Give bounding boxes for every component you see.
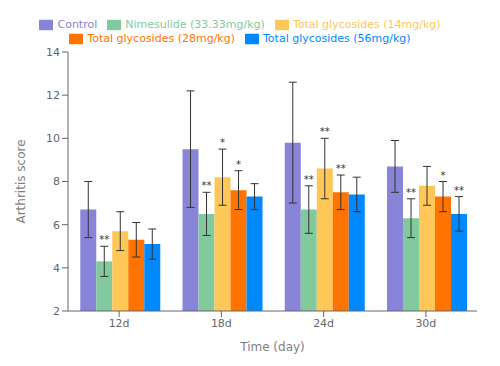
svg-text:12d: 12d [109,317,130,330]
svg-text:2: 2 [53,305,60,318]
svg-text:**: ** [336,163,346,174]
svg-text:30d: 30d [415,317,436,330]
svg-text:14: 14 [46,46,60,59]
svg-text:6: 6 [53,219,60,232]
svg-text:*: * [236,159,241,170]
html-text:Nimesulide (33.33mg/kg): Nimesulide (33.33mg/kg) [125,18,265,31]
svg-text:24d: 24d [313,317,334,330]
svg-text:12: 12 [46,89,60,102]
svg-text:**: ** [304,174,314,185]
html-text:Total glycosides (28mg/kg): Total glycosides (28mg/kg) [87,32,235,45]
svg-text:18d: 18d [211,317,232,330]
svg-text:**: ** [99,234,109,245]
svg-text:**: ** [454,185,464,196]
svg-text:**: ** [320,126,330,137]
html-text:Control: Control [57,18,98,31]
svg-text:*: * [441,170,446,181]
svg-text:Time (day): Time (day) [239,340,305,354]
svg-text:**: ** [406,187,416,198]
svg-text:4: 4 [53,262,60,275]
html-text:Total glycosides (56mg/kg): Total glycosides (56mg/kg) [263,32,411,45]
svg-text:Arthritis score: Arthritis score [14,139,28,223]
svg-text:8: 8 [53,175,60,188]
svg-text:10: 10 [46,132,60,145]
svg-text:*: * [220,137,225,148]
svg-text:**: ** [202,180,212,191]
html-text:Total glycosides (14mg/kg): Total glycosides (14mg/kg) [292,18,441,31]
